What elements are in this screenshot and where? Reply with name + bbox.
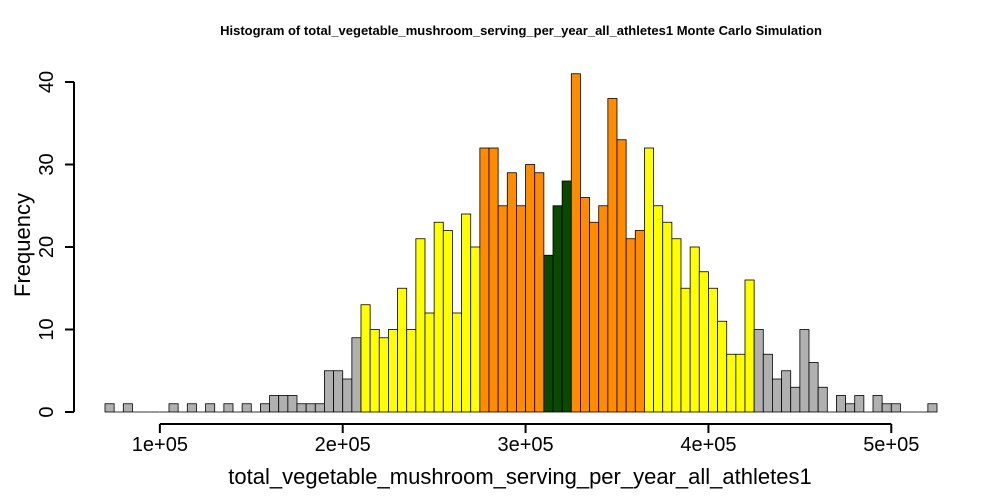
histogram-bar: [342, 378, 353, 413]
histogram-bar: [735, 353, 746, 413]
histogram-bar: [324, 370, 334, 413]
histogram-bar: [168, 403, 179, 413]
histogram-bar: [314, 403, 325, 413]
histogram-bar: [378, 337, 389, 413]
histogram-bar: [762, 353, 773, 413]
histogram-bar: [534, 172, 545, 413]
histogram-bar: [525, 164, 536, 413]
histogram-bar: [561, 180, 572, 413]
histogram-bar: [223, 403, 234, 413]
histogram-bar: [689, 246, 700, 413]
y-tick-label: 0: [36, 406, 58, 417]
chart-title: Histogram of total_vegetable_mushroom_se…: [220, 23, 822, 38]
histogram-bar: [653, 205, 664, 413]
histogram-bar: [497, 205, 508, 413]
histogram-bar: [104, 403, 115, 413]
histogram-bar: [772, 378, 782, 413]
y-tick-label: 20: [36, 236, 58, 258]
histogram-bar: [570, 73, 581, 413]
histogram-bar: [698, 271, 709, 413]
histogram-bar: [726, 353, 737, 413]
histogram-bar: [287, 395, 298, 413]
histogram-bar: [516, 205, 526, 413]
histogram-bar: [598, 205, 609, 413]
histogram-bar: [845, 403, 856, 413]
histogram-bar: [881, 403, 892, 413]
histogram-bar: [479, 147, 490, 413]
histogram-bar: [186, 403, 197, 413]
histogram-bar: [662, 221, 673, 413]
histogram-bar: [644, 147, 654, 413]
histogram-bar: [708, 287, 718, 413]
x-axis-title: total_vegetable_mushroom_serving_per_yea…: [228, 464, 811, 489]
histogram-bar: [269, 395, 280, 413]
histogram-bar: [717, 320, 728, 413]
histogram-bar: [607, 98, 618, 413]
histogram-bar: [388, 329, 398, 413]
histogram-bar: [589, 221, 600, 413]
x-axis: 1e+05 2e+05 3e+05 4e+05 5e+05: [132, 423, 919, 456]
histogram-bar: [634, 230, 645, 413]
histogram-bar: [360, 304, 371, 413]
histogram-bar: [616, 139, 627, 413]
histogram-bar: [452, 312, 462, 413]
histogram-bar: [278, 395, 289, 413]
histogram-bar: [781, 370, 792, 413]
histogram-bar: [205, 403, 216, 413]
histogram-bar: [397, 287, 408, 413]
histogram-bar: [470, 246, 481, 413]
y-axis: 0 10 20 30 40: [36, 71, 75, 418]
histogram-bar: [808, 362, 819, 413]
x-tick-label: 3e+05: [497, 434, 553, 456]
histogram-bar: [790, 386, 801, 413]
histogram-bar: [305, 403, 316, 413]
histogram-bar: [927, 403, 938, 413]
histogram-bar: [872, 395, 883, 413]
histogram-bar: [369, 329, 380, 413]
histogram-bar: [122, 403, 133, 413]
x-tick-label: 1e+05: [132, 434, 188, 456]
y-tick-label: 30: [36, 153, 58, 175]
y-tick-label: 40: [36, 71, 58, 93]
histogram-bar: [333, 370, 344, 413]
histogram-bar: [817, 386, 828, 413]
histogram-bar: [260, 403, 270, 413]
histogram-bar: [753, 329, 764, 413]
histogram-bar: [433, 221, 444, 413]
histogram-bar: [461, 213, 472, 413]
x-tick-label: 5e+05: [863, 434, 919, 456]
histogram-bar: [506, 172, 517, 413]
histogram-bar: [680, 287, 691, 413]
histogram-bars: [104, 73, 938, 413]
x-tick-label: 4e+05: [680, 434, 736, 456]
histogram-bar: [552, 205, 563, 413]
histogram-bar: [351, 337, 362, 413]
histogram-bar: [241, 403, 252, 413]
histogram-bar: [580, 197, 590, 413]
histogram-bar: [671, 238, 682, 413]
histogram-bar: [406, 329, 417, 413]
histogram-bar: [744, 279, 755, 413]
histogram-bar: [836, 395, 846, 413]
y-tick-label: 10: [36, 318, 58, 340]
histogram-bar: [424, 312, 435, 413]
y-axis-title: Frequency: [10, 193, 35, 297]
histogram-bar: [799, 329, 810, 413]
histogram-bar: [296, 403, 307, 413]
histogram-bar: [890, 403, 901, 413]
histogram-bar: [415, 238, 426, 413]
histogram-bar: [488, 147, 499, 413]
histogram-bar: [625, 238, 636, 413]
x-tick-label: 2e+05: [315, 434, 371, 456]
histogram-bar: [543, 254, 554, 413]
histogram-bar: [442, 230, 453, 413]
histogram-bar: [854, 395, 865, 413]
